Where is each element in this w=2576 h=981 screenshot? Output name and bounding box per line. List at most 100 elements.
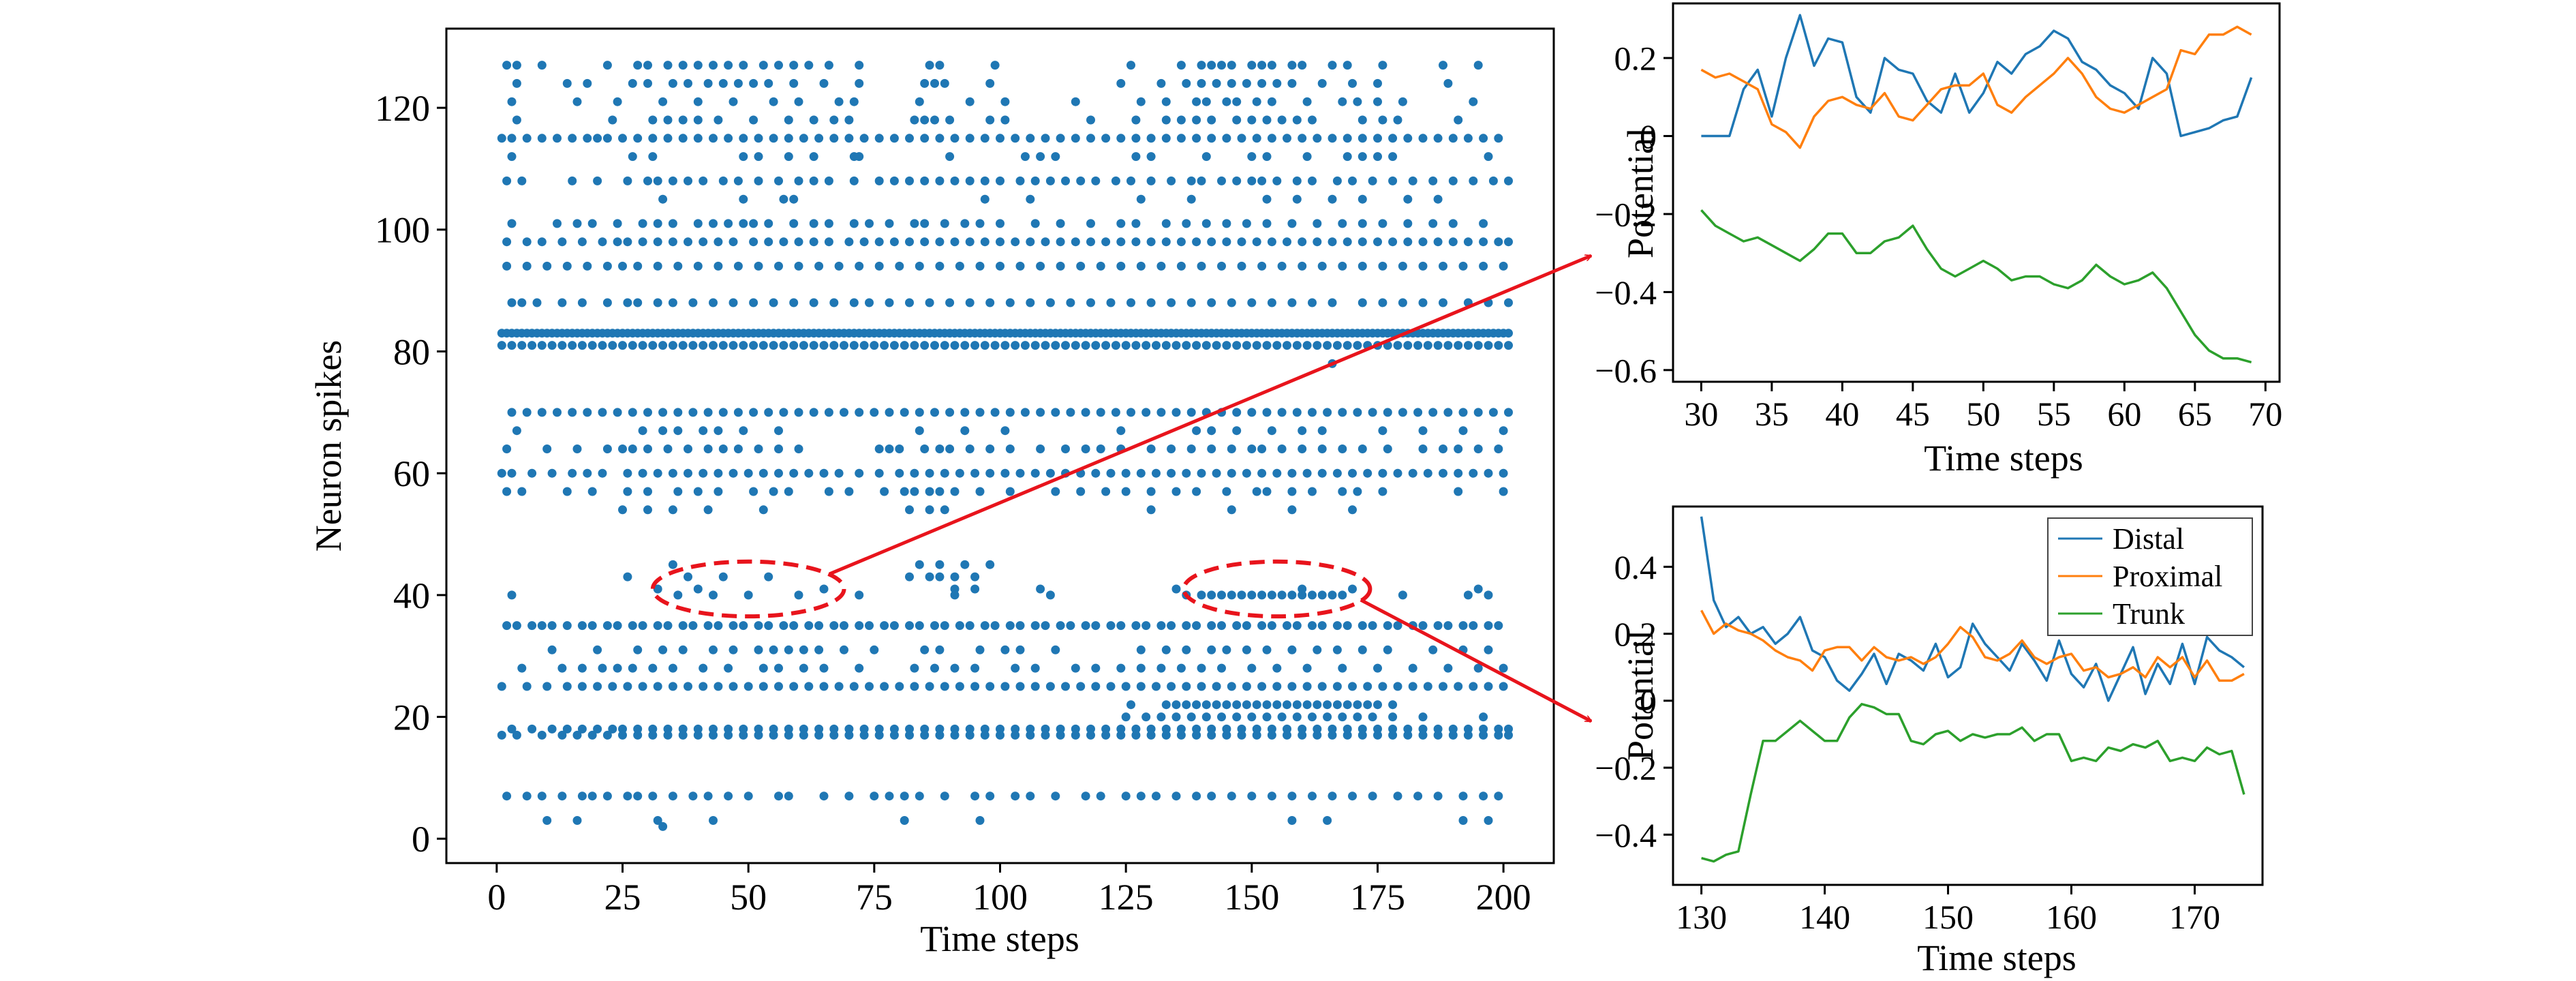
spike-point [1237,730,1246,740]
spike-point [1066,298,1075,307]
spike-point [915,560,924,569]
spike-point [1182,645,1191,654]
spike-point [1257,78,1267,88]
spike-point [1267,298,1276,307]
spike-point [885,219,894,228]
spike-point [960,341,970,350]
spike-point [955,621,964,631]
spike-point [1308,487,1317,496]
spike-point [602,444,612,453]
spike-point [1096,444,1105,453]
spike-point [587,341,597,350]
spike-point [1494,341,1503,350]
spike-point [1272,78,1282,88]
spike-point [613,237,622,247]
spike-point [684,237,692,247]
spike-point [1257,468,1267,478]
spike-point [950,487,960,496]
spike-point [1146,237,1156,247]
spike-point [764,237,773,247]
spike-point [522,682,532,691]
spike-point [658,408,668,417]
spike-point [1011,341,1020,350]
spike-point [1116,426,1126,436]
spike-point [1116,134,1126,143]
spike-point [733,176,743,185]
spike-point [1146,298,1156,307]
spike-point [985,78,995,88]
spike-point [895,261,904,271]
spike-point [1448,724,1458,734]
spike-point [1283,724,1291,734]
spike-point [623,468,632,478]
spike-point [1454,115,1463,125]
spike-point [889,176,899,185]
spike-point [688,298,698,307]
spike-point [623,176,632,185]
spike-point [1232,700,1242,710]
spike-point [587,791,597,801]
spike-point [1267,621,1276,631]
spike-point [749,219,758,228]
spike-point [1197,176,1206,185]
top-inset-x-label: Time steps [1924,438,2083,479]
spike-point [618,730,627,740]
spike-point [1328,724,1337,734]
spike-point [1131,724,1141,734]
spike-point [814,621,824,631]
spike-point [1247,408,1257,417]
spike-point [1277,444,1287,453]
spike-point [709,219,718,228]
spike-point [602,298,612,307]
spike-point [512,78,521,88]
spike-point [1116,730,1126,740]
spike-point [1473,663,1483,673]
spike-point [628,78,637,88]
spike-point [1454,341,1463,350]
spike-point [653,298,662,307]
spike-point [1131,621,1141,631]
series-line-2 [1700,209,2252,364]
spike-point [1328,194,1337,204]
spike-point [1373,134,1382,143]
spike-point [844,730,854,740]
spike-point [507,298,517,307]
spike-point [1418,237,1428,247]
spike-point [1126,408,1135,417]
bottom-inset-plot: 130 140 150 160 170 0.4 0.2 0 −0.2 −0.4 Time ste… [1595,505,2264,978]
spike-point [1131,219,1141,228]
spike-point [1212,341,1221,350]
spike-point [517,487,527,496]
spike-point [799,341,808,350]
spike-point [1222,341,1231,350]
spike-point [1101,341,1111,350]
spike-point [1101,724,1111,734]
spike-point [572,97,582,106]
spike-point [1332,176,1342,185]
spike-point [1353,408,1362,417]
spike-point [1217,261,1226,271]
spike-point [1308,791,1317,801]
spike-point [507,408,517,417]
spike-point [1473,584,1483,594]
spike-point [819,791,829,801]
spike-point [557,663,567,673]
spike-point [889,134,899,143]
spike-point [935,560,945,569]
spike-point [1348,468,1357,478]
spike-point [709,341,718,350]
spike-point [824,219,833,228]
spike-point [1398,590,1407,600]
spike-point [1272,700,1282,710]
spike-point [900,791,909,801]
spike-point [930,621,939,631]
0-x-tick-label: 0 [487,877,506,918]
spike-point [1393,621,1402,631]
spike-point [965,298,975,307]
spike-point [965,134,975,143]
spike-point [945,444,955,453]
spike-point [1015,682,1025,691]
spike-point [733,261,743,271]
spike-point [693,584,703,594]
spike-point [1237,261,1246,271]
